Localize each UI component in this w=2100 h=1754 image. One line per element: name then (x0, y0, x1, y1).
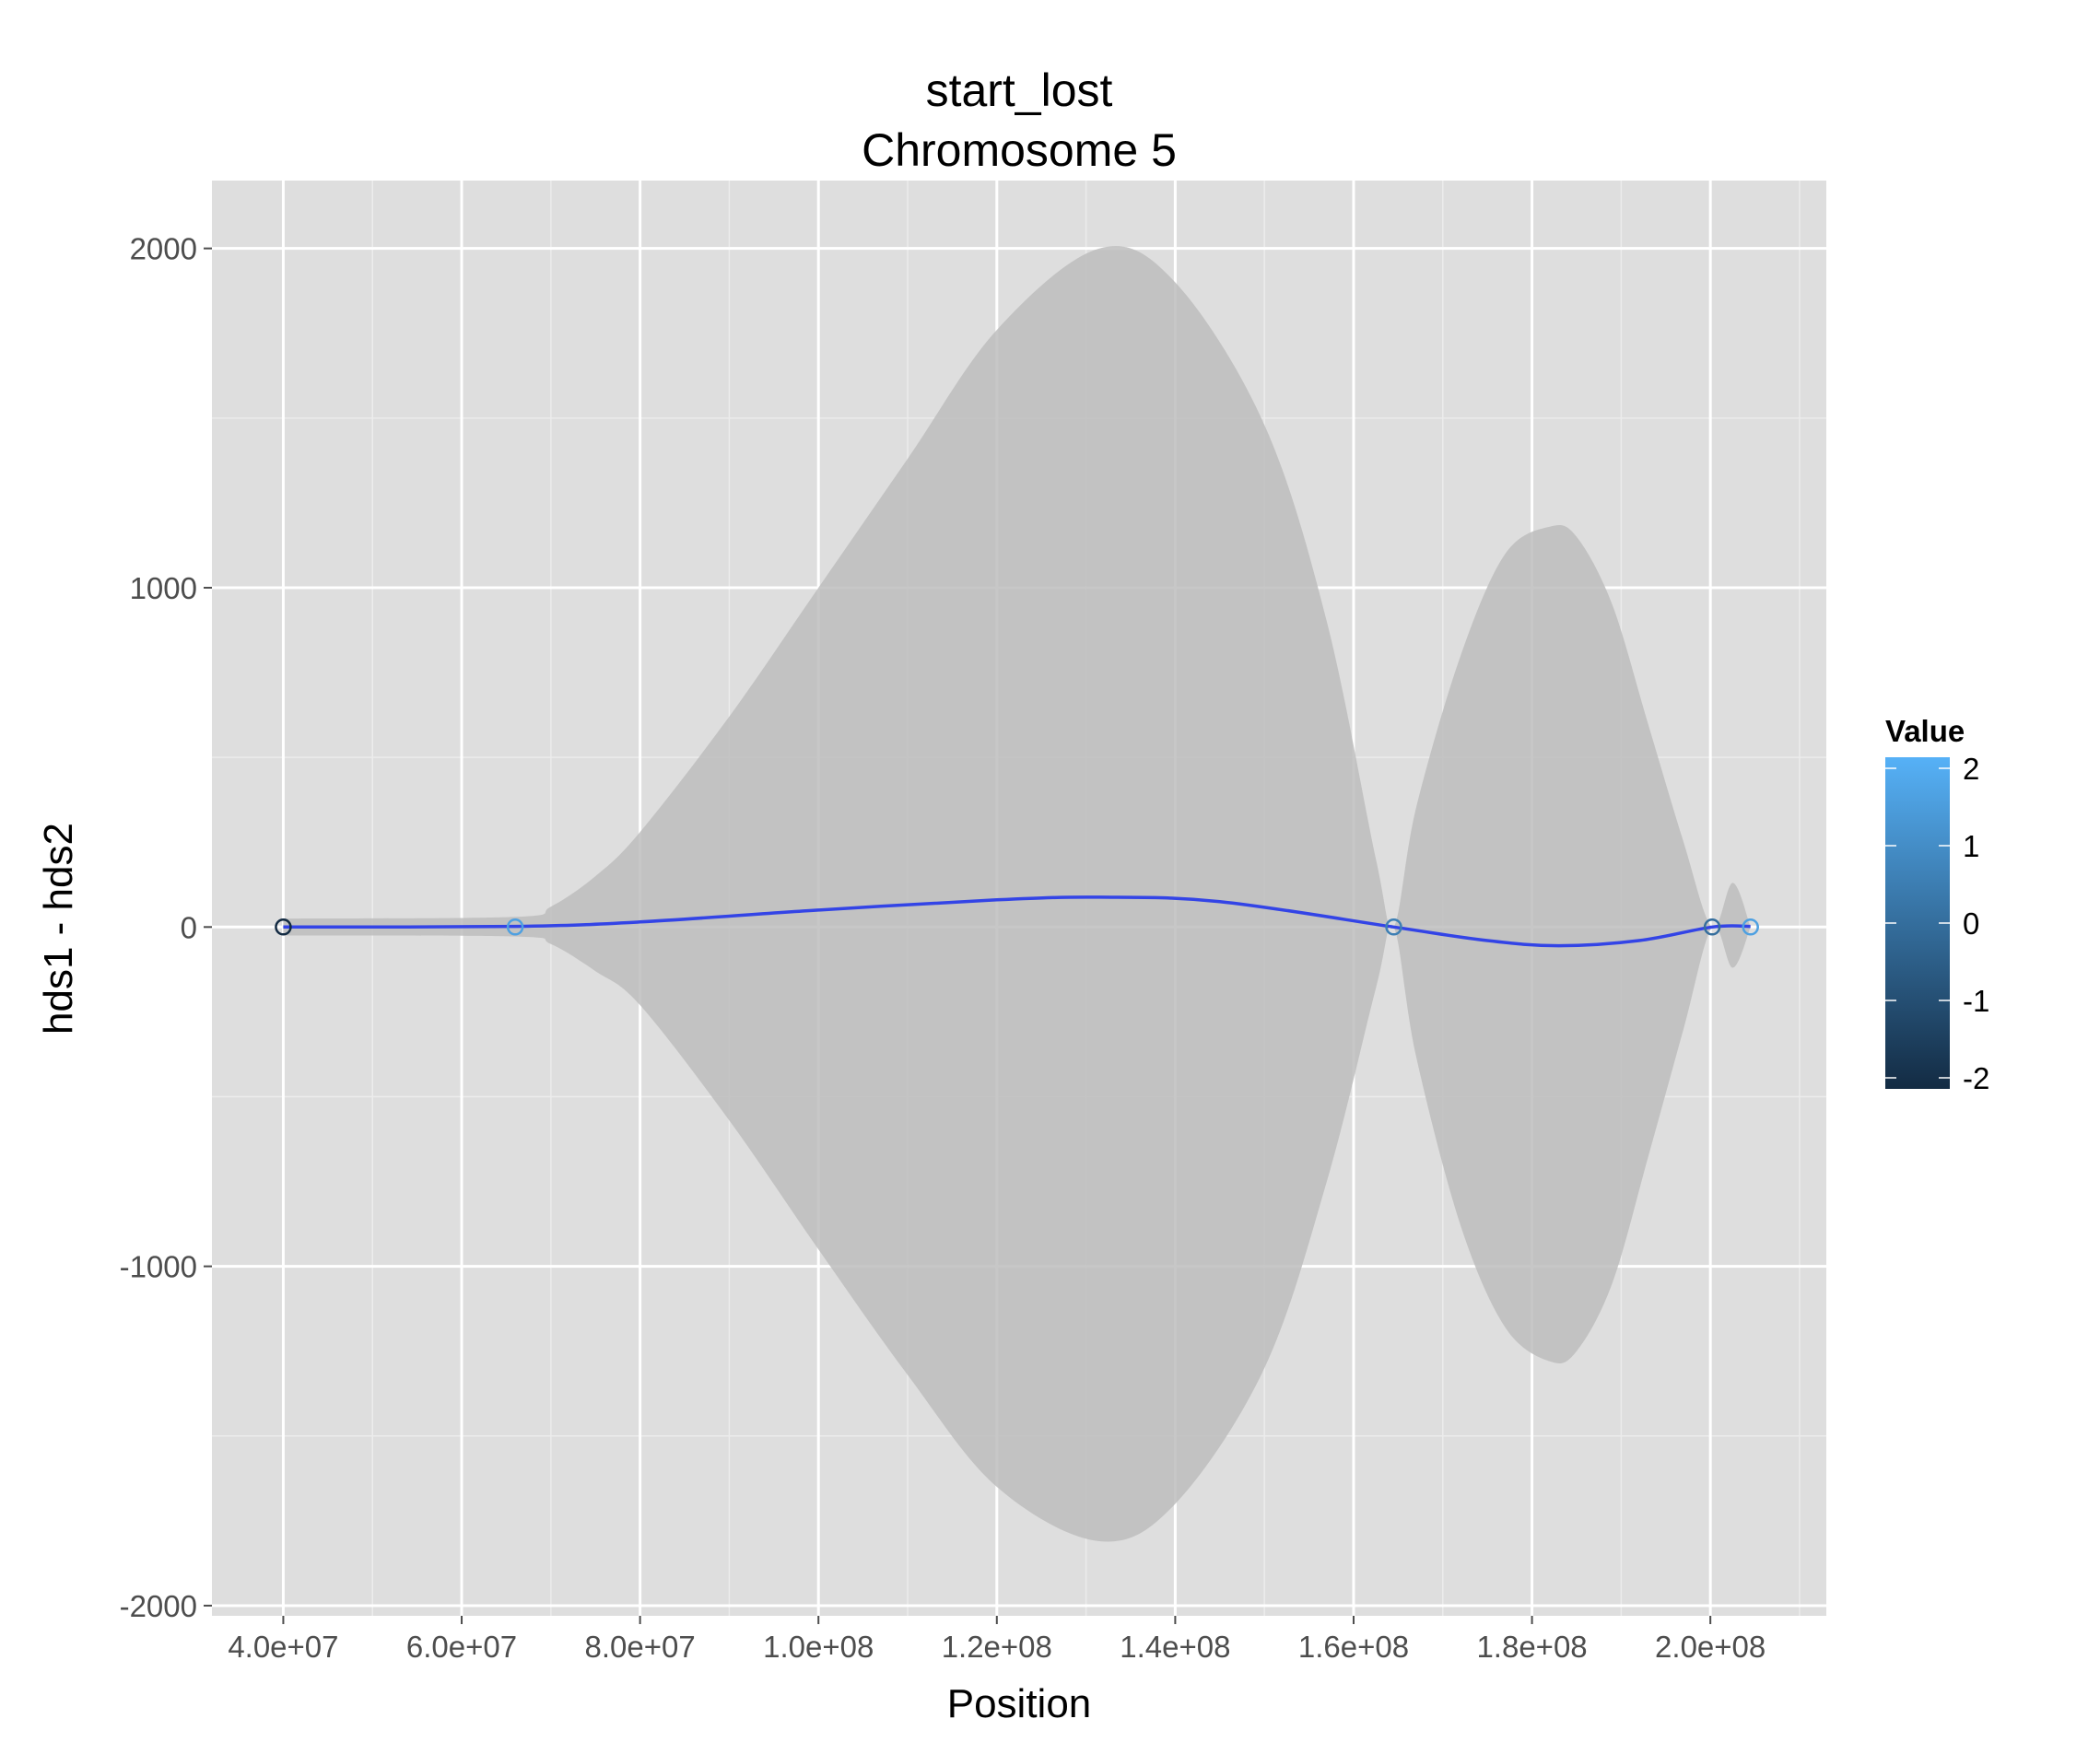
legend-tick-label: -1 (1963, 984, 1989, 1018)
data-point (506, 918, 524, 936)
y-tick-label: 2000 (130, 232, 197, 266)
data-point (275, 918, 292, 936)
x-tick-label: 1.4e+08 (1120, 1630, 1230, 1664)
data-point (1703, 918, 1721, 936)
x-tick-label: 1.2e+08 (942, 1630, 1052, 1664)
x-tick-label: 1.8e+08 (1476, 1630, 1587, 1664)
y-axis: 2000 1000 0 -1000 -2000 (120, 232, 212, 1623)
x-tick-label: 1.0e+08 (763, 1630, 874, 1664)
point-layer (275, 918, 1759, 936)
legend-tick-label: -2 (1963, 1061, 1989, 1095)
legend-ticks: 2 1 0 -1 -2 (1885, 752, 1989, 1095)
x-tick-label: 6.0e+07 (406, 1630, 517, 1664)
chart-subtitle: Chromosome 5 (862, 124, 1177, 176)
x-tick-label: 8.0e+07 (585, 1630, 696, 1664)
confidence-band (283, 246, 1751, 1542)
x-tick-label: 1.6e+08 (1298, 1630, 1409, 1664)
legend: Value 2 1 0 -1 -2 (1885, 714, 1989, 1095)
legend-title: Value (1885, 714, 1965, 748)
x-axis: 4.0e+07 6.0e+07 8.0e+07 1.0e+08 1.2e+08 1.4e+… (228, 1616, 1766, 1664)
smooth-line-layer (283, 895, 1751, 948)
legend-tick-label: 1 (1963, 829, 1979, 863)
x-axis-title: Position (947, 1681, 1092, 1726)
confidence-band-layer (283, 246, 1751, 1542)
x-tick-label: 2.0e+08 (1655, 1630, 1766, 1664)
y-axis-title: hds1 - hds2 (36, 823, 81, 1035)
y-tick-label: 0 (181, 910, 197, 944)
legend-tick-label: 2 (1963, 752, 1979, 786)
y-tick-label: -2000 (120, 1589, 197, 1623)
y-tick-label: -1000 (120, 1250, 197, 1284)
x-tick-label: 4.0e+07 (228, 1630, 338, 1664)
y-tick-label: 1000 (130, 571, 197, 605)
data-point (1742, 918, 1759, 936)
data-point (1385, 918, 1402, 936)
legend-tick-label: 0 (1963, 906, 1979, 941)
chart-title: start_lost (926, 64, 1113, 116)
smooth-line (283, 895, 1751, 948)
